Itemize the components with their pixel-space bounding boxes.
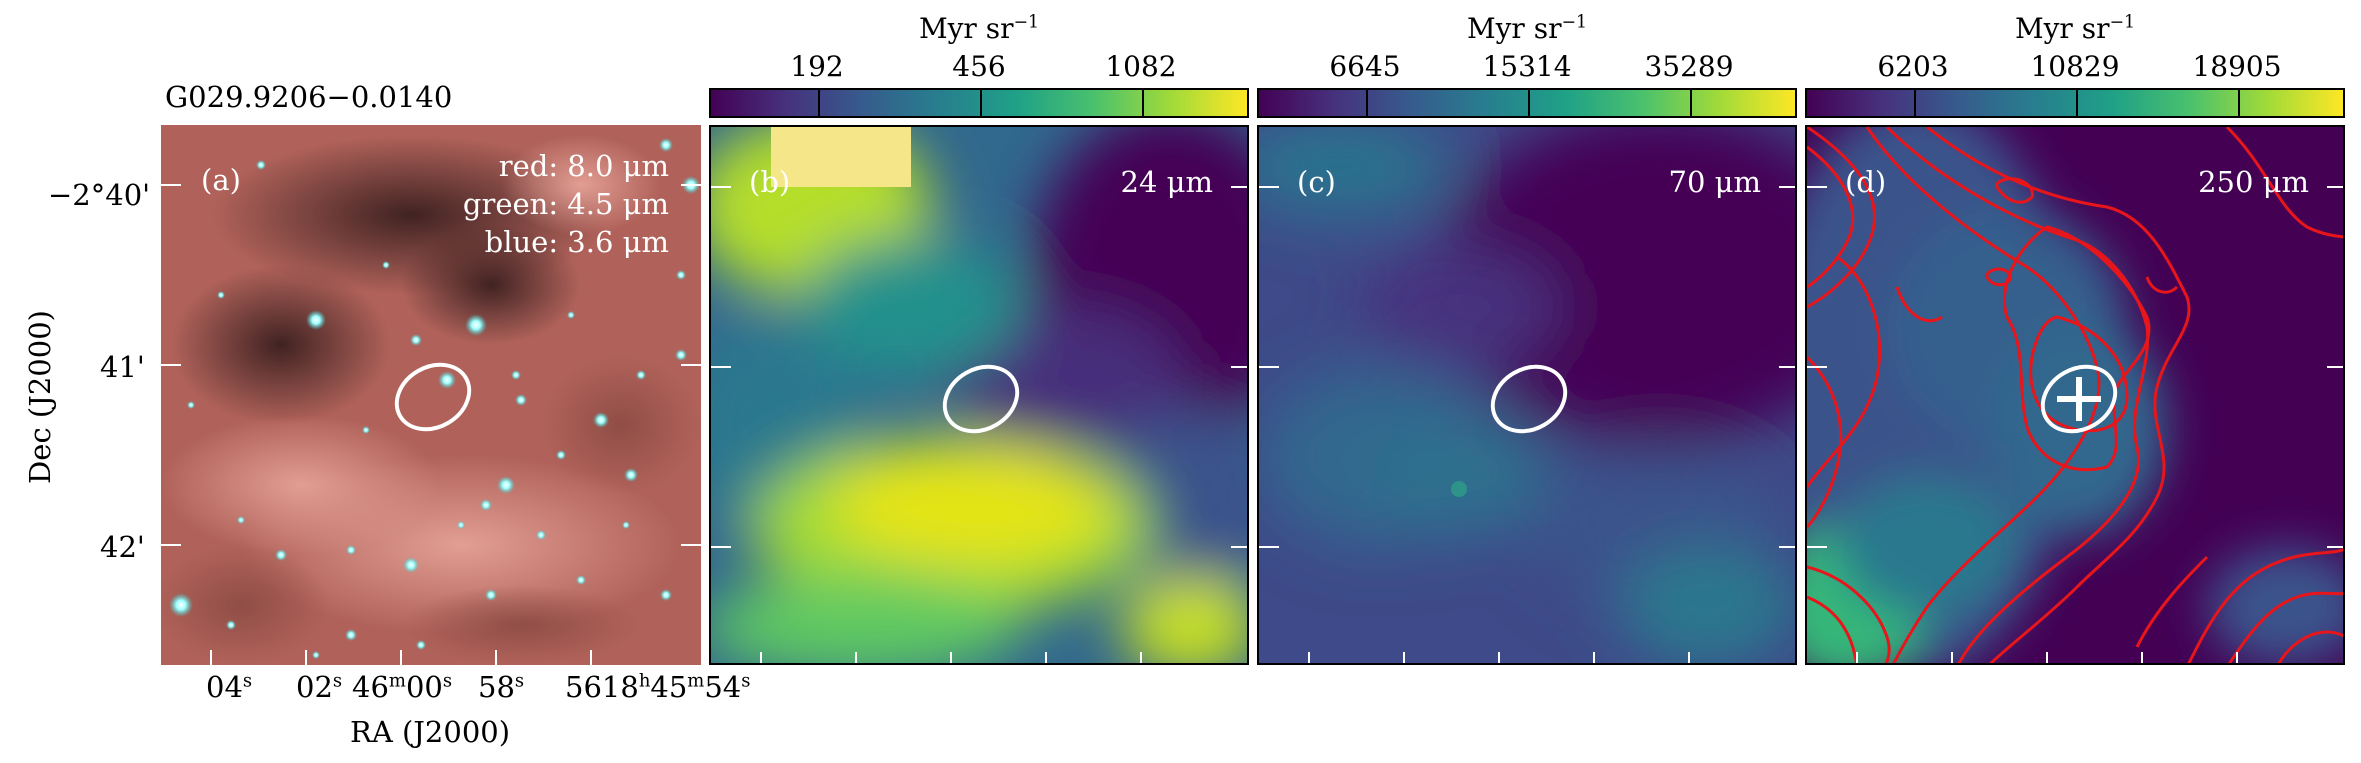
y-axis-label: Dec (J2000) (23, 310, 57, 484)
ra-tick-value: 58 (478, 670, 515, 704)
ra-tick-unit: s (242, 670, 253, 692)
tick-marks (711, 186, 1247, 663)
ra-tick-label: 46m00s (352, 670, 452, 704)
colorbar-d-unit: Myr sr−1 (1805, 12, 2345, 45)
colorbar-b-tick-3: 1082 (1105, 50, 1177, 83)
source-ellipse (1490, 364, 1568, 434)
colorbar-unit-text: Myr sr (1466, 12, 1562, 45)
panel-b-letter: (b) (749, 165, 791, 199)
ra-tick-value: 00 (405, 670, 443, 704)
ra-tick-label: 04s (206, 670, 252, 704)
contour-lines (1807, 127, 2343, 663)
panel-d-250um-map: (d) 250 μm (1805, 125, 2345, 665)
tick-marks (1259, 186, 1795, 663)
colorbar-b (709, 88, 1249, 118)
dec-tick-label: 42' (100, 530, 145, 564)
tick-marks (1807, 186, 2343, 663)
panel-b-band: 24 μm (1120, 165, 1213, 199)
intensity-map-70um (1259, 127, 1795, 663)
colorbar-b-unit: Myr sr−1 (709, 12, 1249, 45)
colorbar-c-tick-1: 6645 (1329, 50, 1401, 83)
ra-tick-value: 54 (704, 670, 742, 704)
colorbar-tick-mark (1142, 90, 1144, 116)
panel-d-band: 250 μm (2198, 165, 2309, 199)
colorbar-tick-mark (1690, 90, 1692, 116)
colorbar-d-tick-1: 6203 (1877, 50, 1949, 83)
colorbar-b-tick-2: 456 (952, 50, 1006, 83)
colorbar-tick-mark (818, 90, 820, 116)
ra-tick-unit: s (741, 670, 751, 692)
colorbar-tick-mark (980, 90, 982, 116)
peak-cross-icon (2057, 377, 2101, 421)
rgb-composite-image (161, 125, 701, 665)
colorbar-unit-text: Myr sr (918, 12, 1014, 45)
ra-tick-unit: s (332, 670, 343, 692)
panel-a-letter: (a) (201, 163, 241, 197)
star-field (169, 138, 700, 659)
x-axis-label: RA (J2000) (350, 715, 511, 749)
panel-c-letter: (c) (1297, 165, 1336, 199)
colorbar-tick-mark (1366, 90, 1368, 116)
legend-blue: blue: 3.6 μm (484, 225, 669, 259)
source-title: G029.9206−0.0140 (165, 80, 453, 114)
ra-tick-unit: m (388, 670, 406, 692)
source-ellipse (2040, 364, 2118, 434)
colorbar-d (1805, 88, 2345, 118)
colorbar-tick-mark (2076, 90, 2078, 116)
panel-b-24um-map: (b) 24 μm (709, 125, 1249, 665)
ra-tick-value: 02 (296, 670, 333, 704)
legend-green: green: 4.5 μm (462, 187, 669, 221)
panel-d-letter: (d) (1845, 165, 1887, 199)
dec-tick-label: 41' (100, 350, 145, 384)
ra-tick-unit: m (687, 670, 705, 692)
ra-tick-value: 56 (565, 670, 602, 704)
intensity-map-24um (711, 127, 1247, 663)
panel-c-band: 70 μm (1668, 165, 1761, 199)
colorbar-tick-mark (1914, 90, 1916, 116)
panel-c-70um-map: (c) 70 μm (1257, 125, 1797, 665)
tick-marks (161, 184, 701, 665)
colorbar-d-tick-2: 10829 (2030, 50, 2120, 83)
ra-tick-value: 04 (206, 670, 243, 704)
source-ellipse (394, 362, 472, 432)
colorbar-tick-mark (1528, 90, 1530, 116)
ra-tick-value: 46 (352, 670, 389, 704)
colorbar-c-tick-3: 35289 (1644, 50, 1734, 83)
colorbar-unit-exp: −1 (2109, 12, 2136, 33)
colorbar-unit-exp: −1 (1013, 12, 1040, 33)
intensity-map-250um (1807, 127, 2343, 663)
panel-a-rgb-image: (a) red: 8.0 μm green: 4.5 μm blue: 3.6 … (161, 125, 701, 665)
legend-red: red: 8.0 μm (498, 149, 669, 183)
colorbar-c (1257, 88, 1797, 118)
ra-tick-unit: h (638, 670, 651, 692)
ra-tick-label: 02s (296, 670, 342, 704)
colorbar-c-unit: Myr sr−1 (1257, 12, 1797, 45)
ra-tick-label: 5618h45m54s (565, 670, 750, 704)
ra-tick-unit: s (514, 670, 525, 692)
colorbar-tick-mark (2238, 90, 2240, 116)
ra-tick-value: 45 (650, 670, 688, 704)
ra-tick-unit: s (442, 670, 453, 692)
dec-tick-label: −2°40' (48, 178, 151, 212)
colorbar-unit-exp: −1 (1561, 12, 1588, 33)
source-ellipse (942, 364, 1020, 434)
colorbar-c-tick-2: 15314 (1482, 50, 1572, 83)
colorbar-unit-text: Myr sr (2014, 12, 2110, 45)
ra-tick-label: 58s (478, 670, 524, 704)
ra-tick-value: 18 (601, 670, 639, 704)
colorbar-d-tick-3: 18905 (2192, 50, 2282, 83)
colorbar-b-tick-1: 192 (790, 50, 844, 83)
